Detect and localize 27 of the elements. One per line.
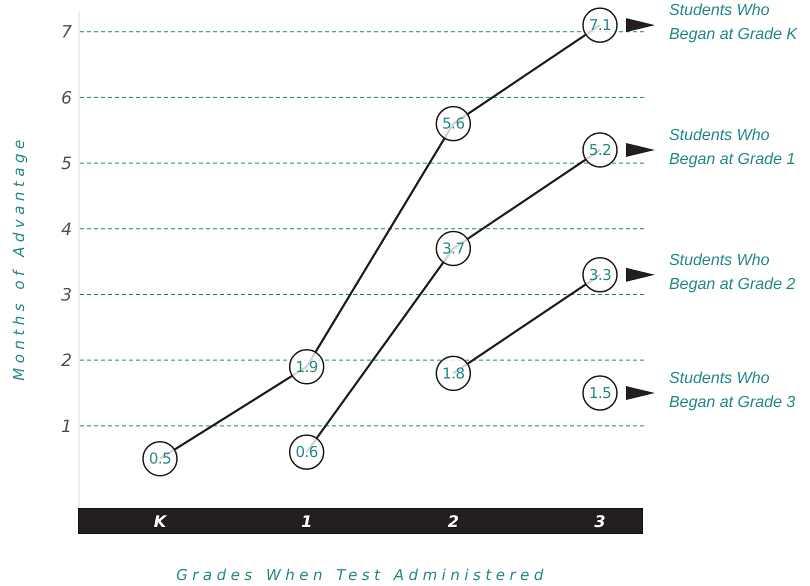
y-tick-label: 7 (61, 22, 72, 43)
data-label: 3.3 (588, 266, 612, 284)
y-tick-label: 2 (61, 351, 72, 372)
data-label: 7.1 (588, 16, 612, 34)
y-tick-label: 1 (61, 416, 72, 437)
text: Students Who Began at Grade 2 (669, 252, 796, 293)
data-label: 0.6 (295, 443, 318, 462)
y-tick-label: 5 (61, 154, 72, 174)
text: Students Who Began at Grade 3 (669, 370, 796, 412)
y-tick-label: 4 (61, 220, 72, 240)
data-label: 0.5 (148, 450, 172, 468)
x-tick-label: 2 (448, 512, 459, 531)
x-tick-label: 3 (594, 512, 606, 531)
x-axis-title: Grades When Test Administered (176, 566, 548, 584)
data-label: 1.8 (442, 364, 465, 382)
y-axis-title: Months of Advantage (10, 135, 28, 381)
text: Students Who Began at Grade K (669, 2, 798, 44)
x-tick-label: K (154, 512, 168, 531)
data-label: 1.5 (588, 384, 612, 402)
data-label: 3.7 (442, 240, 465, 258)
x-tick-label: 1 (301, 512, 312, 531)
data-label: 5.6 (442, 114, 465, 133)
text: Students Who Began at Grade 1 (669, 126, 796, 168)
y-tick-label: 3 (61, 285, 72, 306)
data-label: 1.9 (295, 358, 318, 376)
data-label: 5.2 (588, 140, 612, 159)
y-tick-label: 6 (61, 88, 72, 108)
